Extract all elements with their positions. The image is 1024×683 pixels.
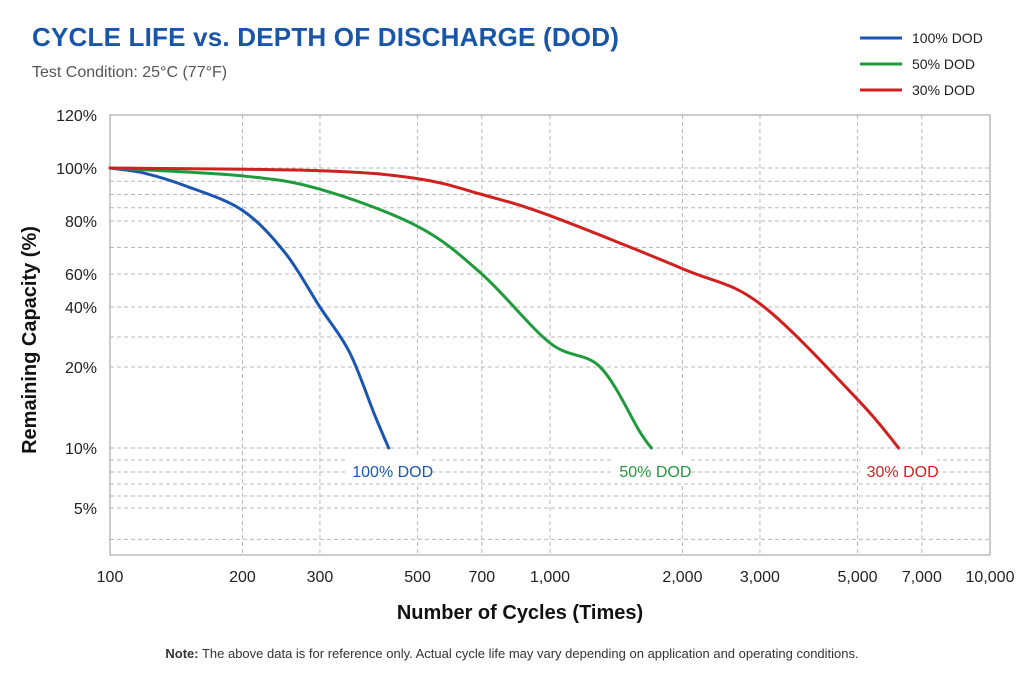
- series-line: [108, 166, 901, 450]
- curve-annotation: 30% DOD: [867, 464, 939, 481]
- x-axis-label: Number of Cycles (Times): [397, 602, 643, 624]
- annotation-background: [346, 457, 432, 483]
- y-tick-label: 10%: [65, 441, 97, 458]
- y-tick-label: 120%: [56, 108, 97, 125]
- x-tick-label: 700: [468, 569, 495, 586]
- annotation-background: [860, 457, 937, 483]
- legend: 100% DOD 50% DOD 30% DOD: [860, 30, 983, 98]
- x-tick-label: 2,000: [662, 569, 702, 586]
- x-tick-label: 3,000: [740, 569, 780, 586]
- curve-annotations: 100% DOD 50% DOD 30% DOD: [346, 457, 939, 483]
- legend-label: 100% DOD: [912, 30, 983, 46]
- x-tick-label: 500: [404, 569, 431, 586]
- y-tick-label: 60%: [65, 267, 97, 284]
- x-tick-label: 200: [229, 569, 256, 586]
- curve-annotation: 50% DOD: [619, 464, 691, 481]
- plot-frame: [109, 114, 991, 556]
- chart-title: CYCLE LIFE vs. DEPTH OF DISCHARGE (DOD): [32, 22, 620, 52]
- y-tick-label: 5%: [74, 501, 97, 518]
- x-tick-label: 300: [307, 569, 334, 586]
- x-tick-label: 1,000: [530, 569, 570, 586]
- annotation-background: [613, 457, 690, 483]
- curve-annotation: 100% DOD: [352, 464, 433, 481]
- x-tick-label: 100: [97, 569, 124, 586]
- y-tick-label: 80%: [65, 214, 97, 231]
- y-tick-label: 40%: [65, 300, 97, 317]
- grid: [110, 115, 990, 555]
- legend-label: 30% DOD: [912, 82, 975, 98]
- x-tick-label: 5,000: [838, 569, 878, 586]
- series-line: [108, 166, 653, 450]
- note-text: The above data is for reference only. Ac…: [198, 646, 859, 661]
- y-tick-labels: 120% 100% 80% 60% 40% 20% 10% 5%: [56, 108, 97, 518]
- chart-subtitle: Test Condition: 25°C (77°F): [32, 64, 228, 81]
- y-axis-label: Remaining Capacity (%): [19, 226, 41, 454]
- y-tick-label: 100%: [56, 161, 97, 178]
- y-tick-label: 20%: [65, 360, 97, 377]
- note-label: Note:: [165, 646, 199, 661]
- series-lines: [108, 166, 901, 450]
- x-tick-labels: 100 200 300 500 700 1,000 2,000 3,000 5,000 7,000…: [97, 569, 1015, 586]
- legend-label: 50% DOD: [912, 56, 975, 72]
- footer-note: Note: The above data is for reference on…: [0, 646, 1024, 661]
- x-tick-label: 7,000: [902, 569, 942, 586]
- x-tick-label: 10,000: [966, 569, 1015, 586]
- series-line: [108, 166, 391, 450]
